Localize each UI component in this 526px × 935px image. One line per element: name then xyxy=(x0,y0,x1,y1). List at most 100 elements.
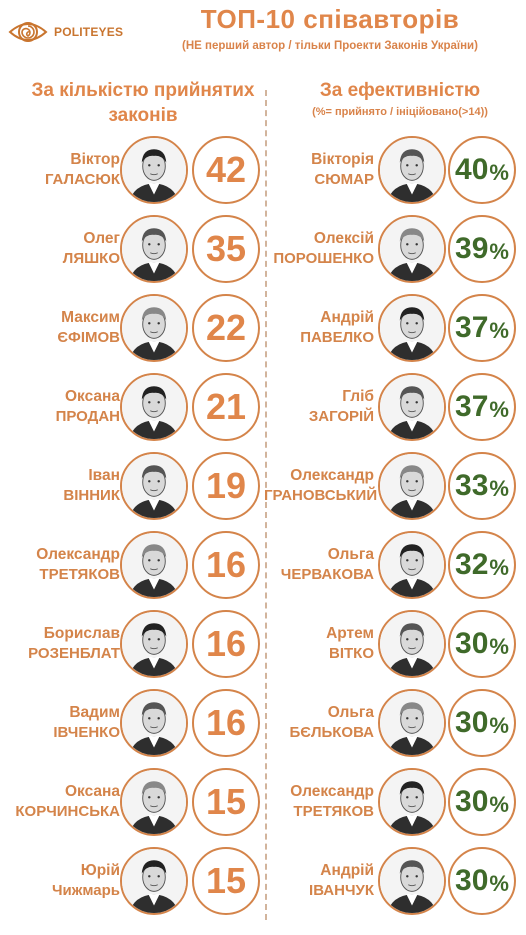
person-photo xyxy=(120,610,188,678)
last-name: ЛЯШКО xyxy=(62,250,120,267)
last-name: ТРЕТЯКОВ xyxy=(293,803,374,820)
efficiency-percent: 30% xyxy=(448,768,516,836)
eye-spiral-icon xyxy=(8,22,48,42)
last-name: ІВАНЧУК xyxy=(309,882,374,899)
value-number: 21 xyxy=(205,386,247,427)
last-name: РОЗЕНБЛАТ xyxy=(28,645,120,662)
last-name: Чижмарь xyxy=(51,882,120,899)
person-photo xyxy=(378,531,446,599)
portrait-image xyxy=(122,770,186,834)
percent-sign: % xyxy=(489,476,509,501)
last-name: ЗАГОРІЙ xyxy=(308,408,374,425)
percent-sign: % xyxy=(489,160,509,185)
left-ranking-row: Вадим ІВЧЕНКО 16 xyxy=(0,689,526,761)
last-name: ПОРОШЕНКО xyxy=(273,250,374,267)
portrait-image xyxy=(122,217,186,281)
value-number: 30 xyxy=(455,627,489,660)
value-number: 15 xyxy=(205,781,247,822)
person-name: Олександр ГРАНОВСЬКИЙ xyxy=(264,466,377,506)
value-number: 19 xyxy=(205,465,247,506)
value-number: 37 xyxy=(455,311,489,344)
person-photo xyxy=(378,452,446,520)
person-photo xyxy=(378,215,446,283)
person-photo xyxy=(120,215,188,283)
percent-sign: % xyxy=(489,397,509,422)
first-name: Андрій xyxy=(320,309,374,326)
first-name: Олександр xyxy=(290,783,374,800)
person-photo xyxy=(120,689,188,757)
person-name: Віктор ГАЛАСЮК xyxy=(0,150,120,190)
first-name: Гліб xyxy=(342,388,374,405)
value-number: 30 xyxy=(455,706,489,739)
portrait-image xyxy=(380,770,444,834)
laws-count: 16 xyxy=(192,689,260,757)
person-name: Олександр ТРЕТЯКОВ xyxy=(264,782,374,822)
first-name: Олексій xyxy=(313,230,374,247)
person-photo xyxy=(378,373,446,441)
left-ranking-row: Олександр ТРЕТЯКОВ 16 xyxy=(0,531,526,603)
percent-sign: % xyxy=(489,792,509,817)
person-photo xyxy=(120,136,188,204)
last-name: ІВЧЕНКО xyxy=(53,724,120,741)
header: POLITEYES ТОП-10 співавторів (НЕ перший … xyxy=(0,0,526,72)
value-number: 30 xyxy=(455,864,489,897)
portrait-image xyxy=(122,138,186,202)
first-name: Ольга xyxy=(327,546,374,563)
left-column-heading: За кількістю прийнятих законів xyxy=(31,80,255,126)
right-column-heading: За ефективністю xyxy=(319,80,481,101)
left-ranking-row: Іван ВІННИК 19 xyxy=(0,452,526,524)
efficiency-percent: 30% xyxy=(448,847,516,915)
person-name: Максим ЄФІМОВ xyxy=(0,308,120,348)
person-photo xyxy=(120,294,188,362)
person-name: Андрій ІВАНЧУК xyxy=(264,861,374,901)
first-name: Вадим xyxy=(69,704,120,721)
first-name: Артем xyxy=(326,625,374,642)
portrait-image xyxy=(380,217,444,281)
person-name: Іван ВІННИК xyxy=(0,466,120,506)
value-number: 33 xyxy=(455,469,489,502)
right-column-note: (%= прийнято / ініційовано(>14)) xyxy=(312,106,488,118)
efficiency-percent: 40% xyxy=(448,136,516,204)
laws-count: 16 xyxy=(192,610,260,678)
efficiency-percent: 30% xyxy=(448,610,516,678)
page-title: ТОП-10 співавторів xyxy=(200,4,460,34)
value-number: 16 xyxy=(205,702,247,743)
percent-sign: % xyxy=(489,634,509,659)
logo-text: POLITEYES xyxy=(54,25,124,39)
laws-count: 15 xyxy=(192,768,260,836)
efficiency-percent: 33% xyxy=(448,452,516,520)
laws-count: 16 xyxy=(192,531,260,599)
laws-count: 35 xyxy=(192,215,260,283)
efficiency-percent: 37% xyxy=(448,373,516,441)
right-column-heading-block: За ефективністю (%= прийнято / ініційова… xyxy=(290,80,510,118)
laws-count: 22 xyxy=(192,294,260,362)
laws-count: 19 xyxy=(192,452,260,520)
column-divider xyxy=(265,90,267,920)
person-photo xyxy=(120,768,188,836)
first-name: Оксана xyxy=(64,783,120,800)
person-photo xyxy=(378,847,446,915)
left-ranking-row: Оксана КОРЧИНСЬКА 15 xyxy=(0,768,526,840)
efficiency-percent: 39% xyxy=(448,215,516,283)
value-number: 42 xyxy=(205,149,247,190)
portrait-image xyxy=(122,533,186,597)
portrait-image xyxy=(122,454,186,518)
left-ranking-row: Юрій Чижмарь 15 xyxy=(0,847,526,919)
person-name: Ольга БЄЛЬКОВА xyxy=(264,703,375,743)
person-name: Гліб ЗАГОРІЙ xyxy=(264,387,374,427)
efficiency-percent: 30% xyxy=(448,689,516,757)
person-name: Юрій Чижмарь xyxy=(0,861,120,901)
percent-sign: % xyxy=(489,713,509,738)
last-name: КОРЧИНСЬКА xyxy=(15,803,120,820)
first-name: Олег xyxy=(83,230,120,247)
last-name: ТРЕТЯКОВ xyxy=(39,566,120,583)
person-name: Борислав РОЗЕНБЛАТ xyxy=(0,624,120,664)
last-name: БЄЛЬКОВА xyxy=(289,724,375,741)
right-ranking-row: Олексій ПОРОШЕНКО 39% xyxy=(0,215,526,287)
first-name: Борислав xyxy=(43,625,120,642)
page-subtitle: (НЕ перший автор / тільки Проекти Законі… xyxy=(182,40,478,52)
percent-sign: % xyxy=(489,318,509,343)
last-name: ЄФІМОВ xyxy=(57,329,120,346)
first-name: Максим xyxy=(61,309,120,326)
laws-count: 15 xyxy=(192,847,260,915)
